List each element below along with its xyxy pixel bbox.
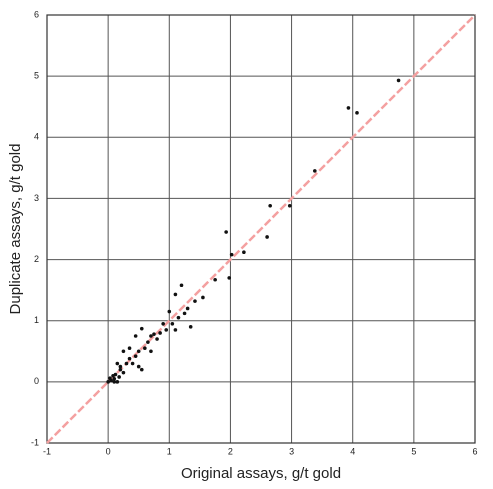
x-tick-label: 1	[167, 446, 172, 456]
point	[115, 380, 120, 384]
point	[287, 203, 292, 208]
x-tick-label: 3	[289, 446, 294, 456]
point	[112, 380, 117, 384]
point	[242, 250, 246, 255]
point	[182, 311, 187, 316]
x-tick-label: 5	[411, 446, 416, 456]
x-tick-label: 2	[228, 446, 233, 456]
point	[396, 78, 401, 83]
point	[164, 328, 169, 332]
y-tick-label: 0	[34, 376, 39, 386]
point	[106, 380, 110, 384]
y-tick-label: 4	[34, 132, 39, 142]
point	[146, 340, 150, 344]
y-tick-label: 1	[34, 315, 39, 325]
x-axis-title: Original assays, g/t gold	[181, 465, 341, 482]
point	[213, 277, 217, 282]
point	[136, 349, 141, 354]
point	[139, 367, 144, 372]
point	[185, 306, 190, 311]
point	[173, 292, 178, 297]
point	[108, 376, 112, 380]
point	[176, 315, 181, 320]
point	[112, 377, 117, 381]
point	[143, 346, 147, 351]
point	[268, 203, 272, 208]
point	[355, 111, 359, 115]
point	[173, 328, 178, 332]
point	[188, 325, 193, 329]
point	[149, 349, 153, 354]
x-tick-label: -1	[43, 446, 51, 456]
point	[133, 354, 138, 358]
y-tick-label: 6	[34, 9, 39, 19]
point	[118, 367, 123, 372]
x-tick-label: 4	[350, 446, 355, 456]
point	[265, 235, 269, 239]
point	[115, 361, 120, 366]
y-tick-label: -1	[31, 437, 39, 447]
point	[193, 299, 197, 303]
point	[313, 169, 317, 173]
x-tick-label: 0	[106, 446, 111, 456]
point	[161, 321, 165, 326]
point	[158, 331, 162, 335]
point	[130, 361, 135, 366]
point	[121, 370, 126, 375]
x-tick-label: 6	[472, 446, 477, 456]
point	[179, 283, 184, 288]
point	[170, 321, 175, 326]
point	[227, 276, 232, 280]
point	[149, 334, 153, 338]
point	[201, 295, 205, 300]
y-tick-label: 2	[34, 254, 39, 264]
point	[224, 230, 228, 234]
y-axis-title: Duplicate assays, g/t gold	[7, 144, 24, 315]
point	[136, 364, 141, 369]
plot-border	[46, 14, 476, 444]
point	[229, 252, 234, 257]
reference-line	[46, 14, 476, 444]
point	[139, 326, 144, 331]
point	[118, 364, 123, 369]
point	[127, 356, 132, 361]
point	[121, 349, 126, 354]
point	[124, 361, 129, 366]
y-tick-label: 5	[34, 71, 39, 81]
point	[133, 334, 138, 338]
y-tick-label: 3	[34, 193, 39, 203]
point	[152, 332, 156, 336]
point	[127, 346, 132, 351]
point	[111, 373, 115, 378]
point	[155, 337, 159, 341]
point	[346, 106, 351, 110]
point	[117, 375, 121, 379]
point	[167, 309, 172, 314]
